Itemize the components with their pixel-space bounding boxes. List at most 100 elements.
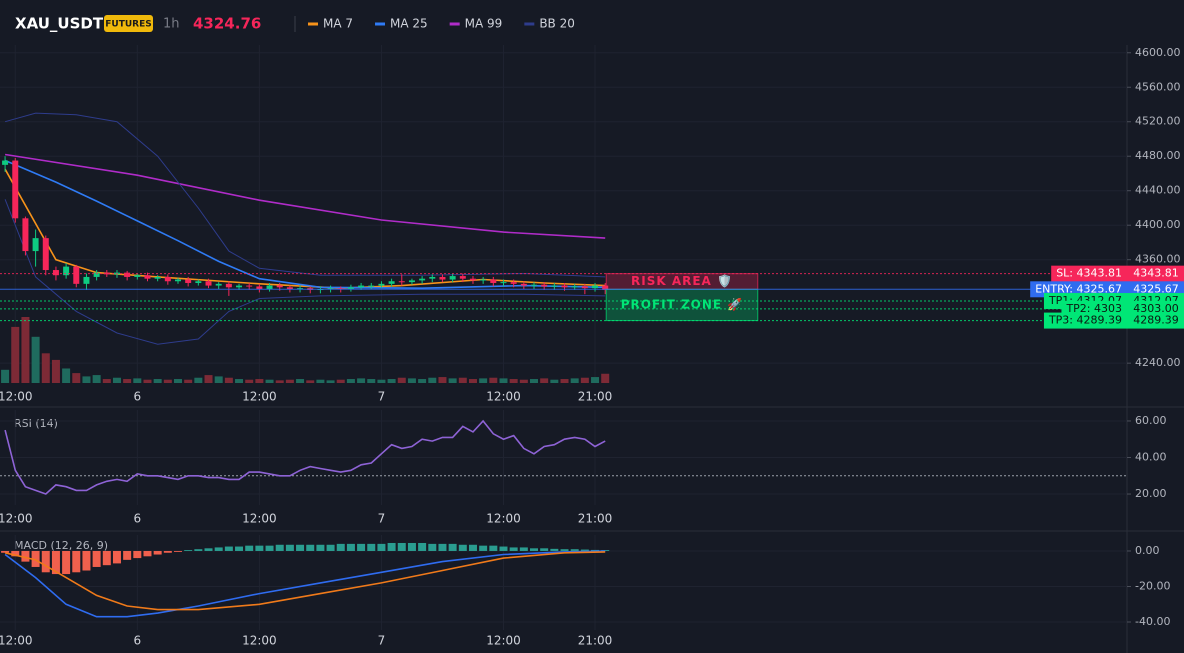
histogram-bar xyxy=(530,548,539,551)
candle-body xyxy=(358,285,365,288)
volume-bar xyxy=(1,369,10,383)
histogram-bar xyxy=(428,543,437,551)
histogram-bar xyxy=(499,546,508,551)
volume-bar xyxy=(51,359,60,383)
volume-bar xyxy=(550,379,559,383)
histogram-bar xyxy=(51,550,60,575)
candle-body xyxy=(42,238,49,271)
x-tick-label: 21:00 xyxy=(578,512,613,526)
candle-body xyxy=(276,285,283,288)
candle-body xyxy=(185,279,192,283)
y-tick-label: 4520.00 xyxy=(1135,115,1181,128)
candle-body xyxy=(459,276,466,279)
volume-bar xyxy=(143,379,152,383)
histogram-bar xyxy=(174,550,183,552)
x-tick-label: 6 xyxy=(133,512,141,526)
axis-label-bg xyxy=(1127,265,1184,282)
volume-bar xyxy=(133,378,142,383)
candle-body xyxy=(571,286,578,288)
legend-label: MA 99 xyxy=(465,17,503,31)
x-tick-label: 21:00 xyxy=(578,390,613,404)
volume-bar xyxy=(255,379,264,383)
histogram-bar xyxy=(194,549,203,551)
volume-bar xyxy=(357,378,366,383)
level-label: SL: 4343.81 xyxy=(1056,267,1122,280)
volume-bar xyxy=(174,379,183,383)
series-line xyxy=(4,551,606,611)
histogram-bar xyxy=(184,550,193,551)
y-tick-label: -20.00 xyxy=(1135,579,1170,592)
y-tick-label: 4400.00 xyxy=(1135,218,1181,231)
candle-body xyxy=(449,276,456,280)
histogram-bar xyxy=(21,550,30,562)
candle-body xyxy=(266,285,273,290)
histogram-bar xyxy=(112,550,121,564)
histogram-bar xyxy=(509,547,518,551)
x-tick-label: 12:00 xyxy=(242,390,277,404)
volume-bar xyxy=(82,376,91,383)
level-label-bg xyxy=(1043,312,1127,329)
candle-body xyxy=(378,283,385,286)
volume-bar xyxy=(418,379,427,383)
volume-bar xyxy=(31,336,40,383)
histogram-bar xyxy=(448,543,457,551)
x-tick-label: 7 xyxy=(378,634,386,648)
candle-body xyxy=(297,288,304,290)
volume-bar xyxy=(224,377,233,383)
candle-body xyxy=(398,281,405,283)
x-tick-label: 6 xyxy=(133,634,141,648)
candle-body xyxy=(256,286,263,290)
volume-bar xyxy=(11,326,20,383)
histogram-bar xyxy=(224,546,233,551)
legend-label: MA 7 xyxy=(323,17,353,31)
zone xyxy=(605,288,759,322)
volume-bar xyxy=(245,379,254,383)
y-tick-label: 40.00 xyxy=(1135,451,1167,464)
x-tick-label: 12:00 xyxy=(0,634,33,648)
histogram-bar xyxy=(489,545,498,551)
histogram-bar xyxy=(255,545,264,551)
histogram-bar xyxy=(397,542,406,551)
histogram-bar xyxy=(357,543,366,551)
candle-body xyxy=(551,285,558,287)
legend-label: MA 25 xyxy=(390,17,428,31)
volume-bar xyxy=(92,375,101,383)
volume-bar xyxy=(21,317,30,383)
x-tick-label: 12:00 xyxy=(0,390,33,404)
volume-bar xyxy=(326,380,335,383)
candle-body xyxy=(419,278,426,281)
x-tick-label: 7 xyxy=(378,390,386,404)
histogram-bar xyxy=(519,547,528,551)
volume-bar xyxy=(580,377,589,383)
x-tick-label: 6 xyxy=(133,390,141,404)
candle-body xyxy=(175,279,182,282)
y-tick-label: -40.00 xyxy=(1135,615,1170,628)
histogram-bar xyxy=(560,549,569,551)
histogram-bar xyxy=(31,550,40,567)
histogram-bar xyxy=(163,550,172,553)
legend-label: BB 20 xyxy=(539,17,575,31)
candle-body xyxy=(134,275,141,277)
series-line xyxy=(4,419,606,495)
candle-body xyxy=(520,283,527,286)
candle-body xyxy=(592,285,599,289)
candle-body xyxy=(337,288,344,290)
volume-bar xyxy=(540,378,549,383)
candle-body xyxy=(541,284,548,287)
series-line xyxy=(4,112,606,278)
histogram-bar xyxy=(1,550,10,553)
y-tick-label: 4480.00 xyxy=(1135,149,1181,162)
histogram-bar xyxy=(235,546,244,551)
x-tick-label: 12:00 xyxy=(486,390,521,404)
volume-bar xyxy=(123,379,132,383)
candle-body xyxy=(510,282,517,284)
volume-bar xyxy=(275,380,284,383)
y-tick-label: 4440.00 xyxy=(1135,184,1181,197)
volume-bar xyxy=(468,379,477,383)
candle-body xyxy=(327,288,334,290)
rsi-title: RSI (14) xyxy=(14,417,58,430)
symbol: XAU_USDT xyxy=(15,15,104,33)
level-label: TP2: 4303 xyxy=(1065,302,1122,315)
